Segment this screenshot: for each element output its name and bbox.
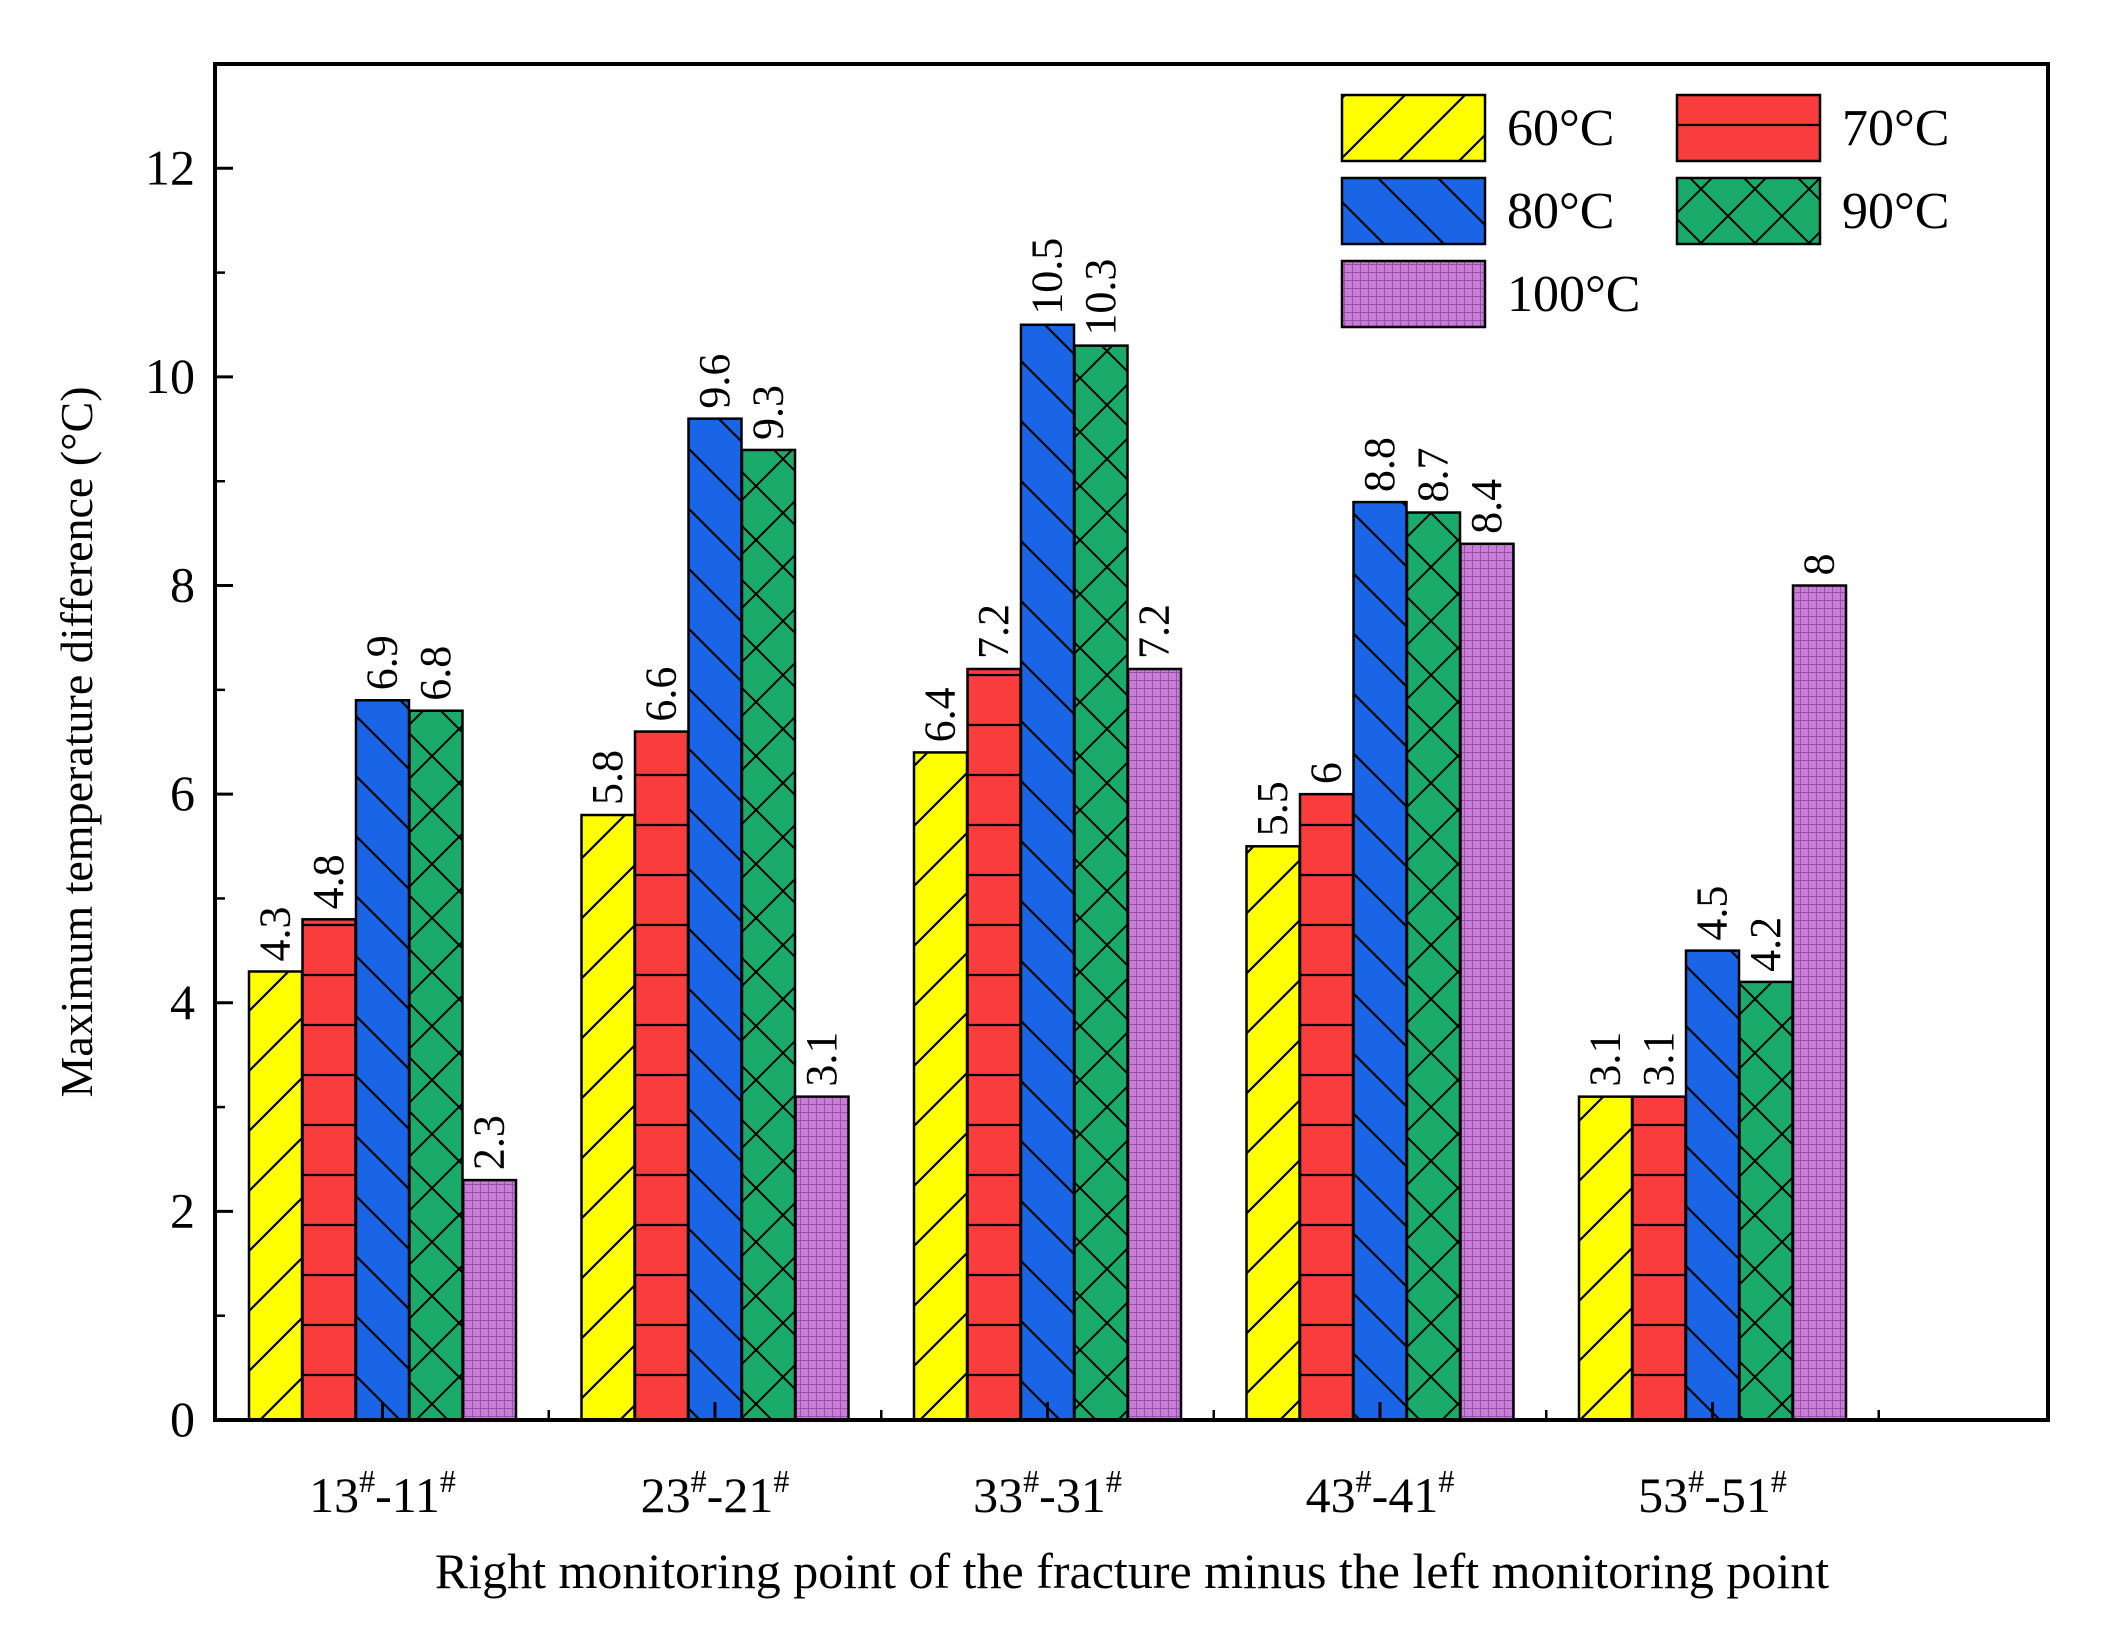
value-label: 3.1 [1634,1032,1683,1087]
bar-80CC-53-51 [1684,949,1741,1422]
bar-100CC-23-21 [794,1095,850,1422]
value-label: 6.4 [916,687,965,742]
legend-swatch [1340,176,1487,246]
bar-80CC-23-21 [687,417,743,1422]
x-tick-label: 43#-41# [1306,1463,1455,1523]
value-label: 3.1 [1581,1032,1630,1087]
bar-90CC-53-51 [1738,980,1794,1422]
value-label: 6 [1302,762,1351,784]
value-label: 2.3 [465,1115,514,1170]
y-tick-label: 8 [170,557,195,613]
bar-100CC-33-31 [1126,667,1183,1422]
value-label: 6.9 [358,635,407,690]
bar-70CC-43-41 [1298,792,1355,1422]
y-tick-label: 12 [145,139,195,195]
value-label: 4.2 [1741,917,1790,972]
legend-swatch [1675,93,1822,163]
legend-label: 100°C [1507,266,1640,323]
bar-90CC-13-11 [408,709,464,1422]
y-tick-label: 0 [170,1391,195,1447]
bar-70CC-13-11 [301,918,357,1422]
bar-70CC-33-31 [966,667,1022,1422]
bar-60CC-53-51 [1577,1095,1634,1422]
bar-60CC-33-31 [912,751,969,1422]
value-label: 8.8 [1355,437,1404,492]
legend-label: 70°C [1842,100,1949,157]
x-tick-label: 33#-31# [973,1463,1122,1523]
value-label: 7.2 [969,604,1018,659]
bar-60CC-23-21 [580,813,636,1422]
bar-60CC-13-11 [247,970,304,1422]
value-label: 4.3 [251,906,300,961]
bar-80CC-33-31 [1019,323,1076,1422]
value-label: 6.6 [637,667,686,722]
bar-90CC-33-31 [1073,344,1129,1422]
plot-area-frame [213,62,2050,1422]
y-tick-label: 2 [170,1182,195,1238]
value-labels-layer: 4.3 5.8 6.4 5.5 3.1 4.8 6.6 7.2 6 3.1 6.9 9.6 10.5 8.… [251,238,1844,1170]
y-axis-title: Maximum temperature difference (°C) [51,386,102,1097]
bar-70CC-23-21 [633,730,690,1422]
legend-swatch [1340,259,1487,329]
x-axis-title: Right monitoring point of the fracture m… [435,1543,1829,1599]
y-tick-label: 10 [145,348,195,404]
x-tick-label: 23#-21# [641,1463,790,1523]
bars-layer [247,323,1848,1422]
x-axis: 13#-11# 23#-21# 33#-31# 43#-41# 53#-51# [309,1402,1880,1523]
legend-label: 80°C [1507,183,1614,240]
x-tick-label: 53#-51# [1638,1463,1787,1523]
bar-90CC-23-21 [740,448,797,1422]
legend: 60°C 70°C 80°C 90°C 100°C [1340,93,1949,329]
y-tick-label: 6 [170,765,195,821]
value-label: 8.7 [1409,448,1458,503]
bar-100CC-53-51 [1791,584,1848,1422]
value-label: 10.3 [1076,259,1125,336]
bar-90CC-43-41 [1405,511,1462,1422]
bar-80CC-13-11 [354,699,411,1422]
value-label: 7.2 [1130,604,1179,659]
legend-swatch [1675,176,1822,246]
legend-swatch [1340,93,1487,163]
bar-100CC-43-41 [1459,542,1515,1422]
value-label: 4.5 [1688,886,1737,941]
bar-60CC-43-41 [1245,845,1301,1422]
value-label: 5.8 [583,750,632,805]
legend-label: 60°C [1507,100,1614,157]
x-tick-label: 13#-11# [309,1463,456,1523]
bar-100CC-13-11 [461,1178,518,1422]
value-label: 4.8 [304,854,353,909]
legend-label: 90°C [1842,183,1949,240]
value-label: 9.3 [744,385,793,440]
value-label: 8 [1795,554,1844,576]
value-label: 5.5 [1248,781,1297,836]
y-axis: 0 2 4 6 8 10 12 [145,139,233,1447]
y-tick-label: 4 [170,974,195,1030]
value-label: 3.1 [797,1032,846,1087]
value-label: 6.8 [411,646,460,701]
value-label: 10.5 [1023,238,1072,315]
bar-70CC-53-51 [1631,1095,1687,1422]
value-label: 8.4 [1462,479,1511,534]
bar-80CC-43-41 [1352,500,1408,1422]
value-label: 9.6 [690,354,739,409]
